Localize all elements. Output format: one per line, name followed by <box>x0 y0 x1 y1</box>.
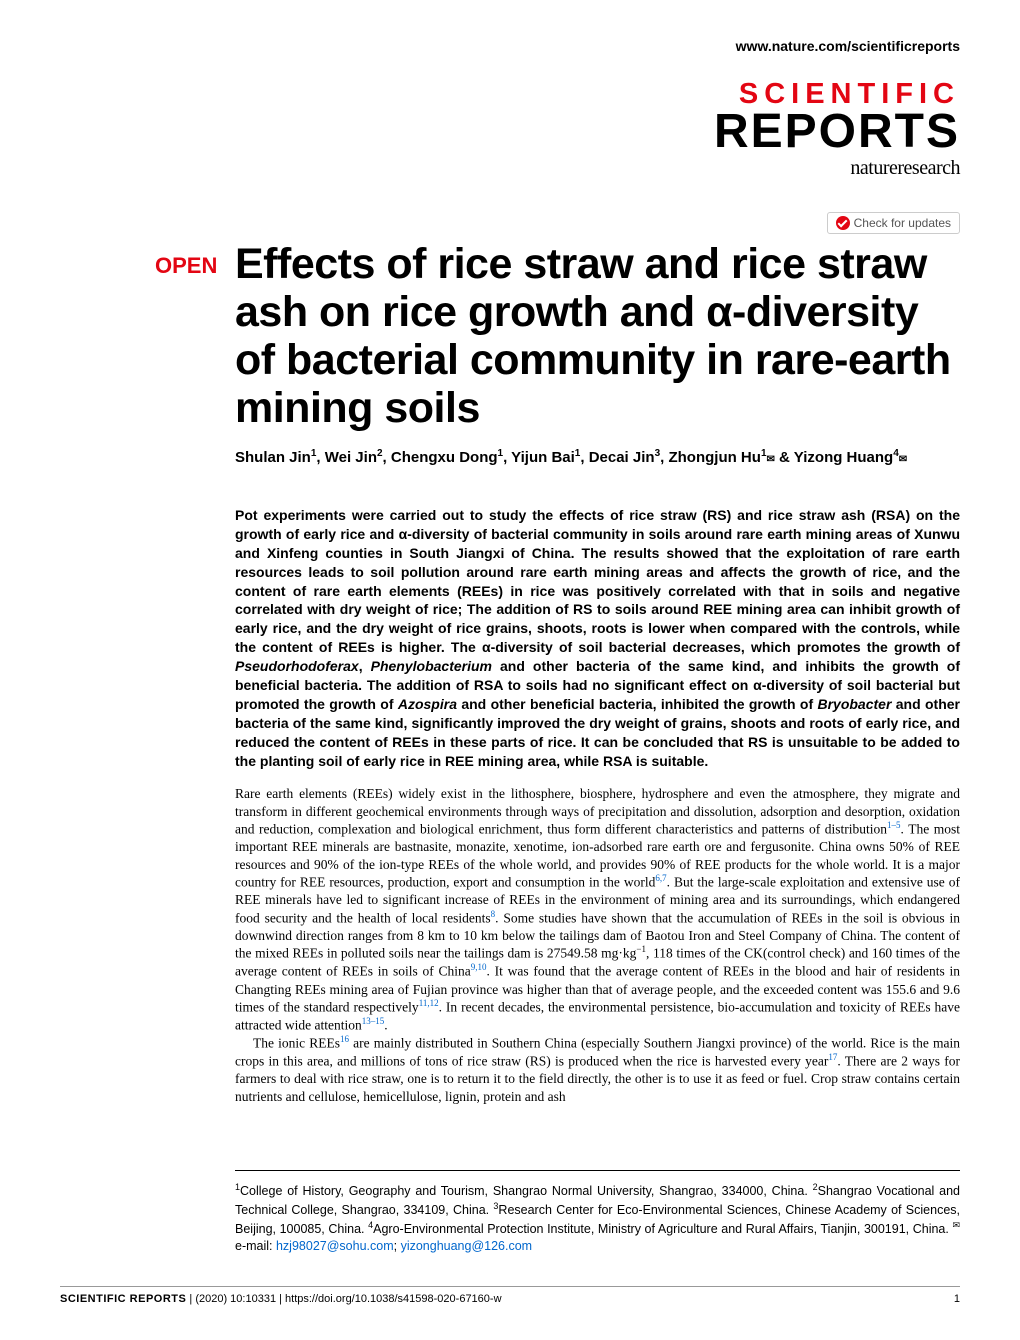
footer-citation: SCIENTIFIC REPORTS | (2020) 10:10331 | h… <box>60 1293 502 1305</box>
body-paragraph-2: The ionic REEs16 are mainly distributed … <box>235 1034 960 1105</box>
logo-nature-text: natureresearch <box>714 157 960 180</box>
body-paragraph-1: Rare earth elements (REEs) widely exist … <box>235 785 960 1034</box>
footer-page-number: 1 <box>954 1293 960 1305</box>
affiliations: 1College of History, Geography and Touri… <box>235 1170 960 1255</box>
header-url: www.nature.com/scientificreports <box>736 38 960 54</box>
check-updates-label: Check for updates <box>854 216 951 230</box>
abstract-text: Pot experiments were carried out to stud… <box>235 506 960 770</box>
check-updates-button[interactable]: Check for updates <box>827 212 960 234</box>
body-text: Rare earth elements (REEs) widely exist … <box>235 785 960 1105</box>
logo-reports-text: REPORTS <box>714 109 960 155</box>
page-footer: SCIENTIFIC REPORTS | (2020) 10:10331 | h… <box>60 1286 960 1305</box>
check-updates-icon <box>836 216 850 230</box>
open-access-badge: OPEN <box>155 253 217 279</box>
footer-journal-name: SCIENTIFIC REPORTS <box>60 1293 186 1305</box>
authors-list: Shulan Jin1, Wei Jin2, Chengxu Dong1, Yi… <box>235 447 960 468</box>
article-title: Effects of rice straw and rice straw ash… <box>235 240 960 433</box>
footer-citation-detail: (2020) 10:10331 | https://doi.org/10.103… <box>195 1293 501 1305</box>
journal-logo: SCIENTIFIC REPORTS natureresearch <box>714 80 960 180</box>
